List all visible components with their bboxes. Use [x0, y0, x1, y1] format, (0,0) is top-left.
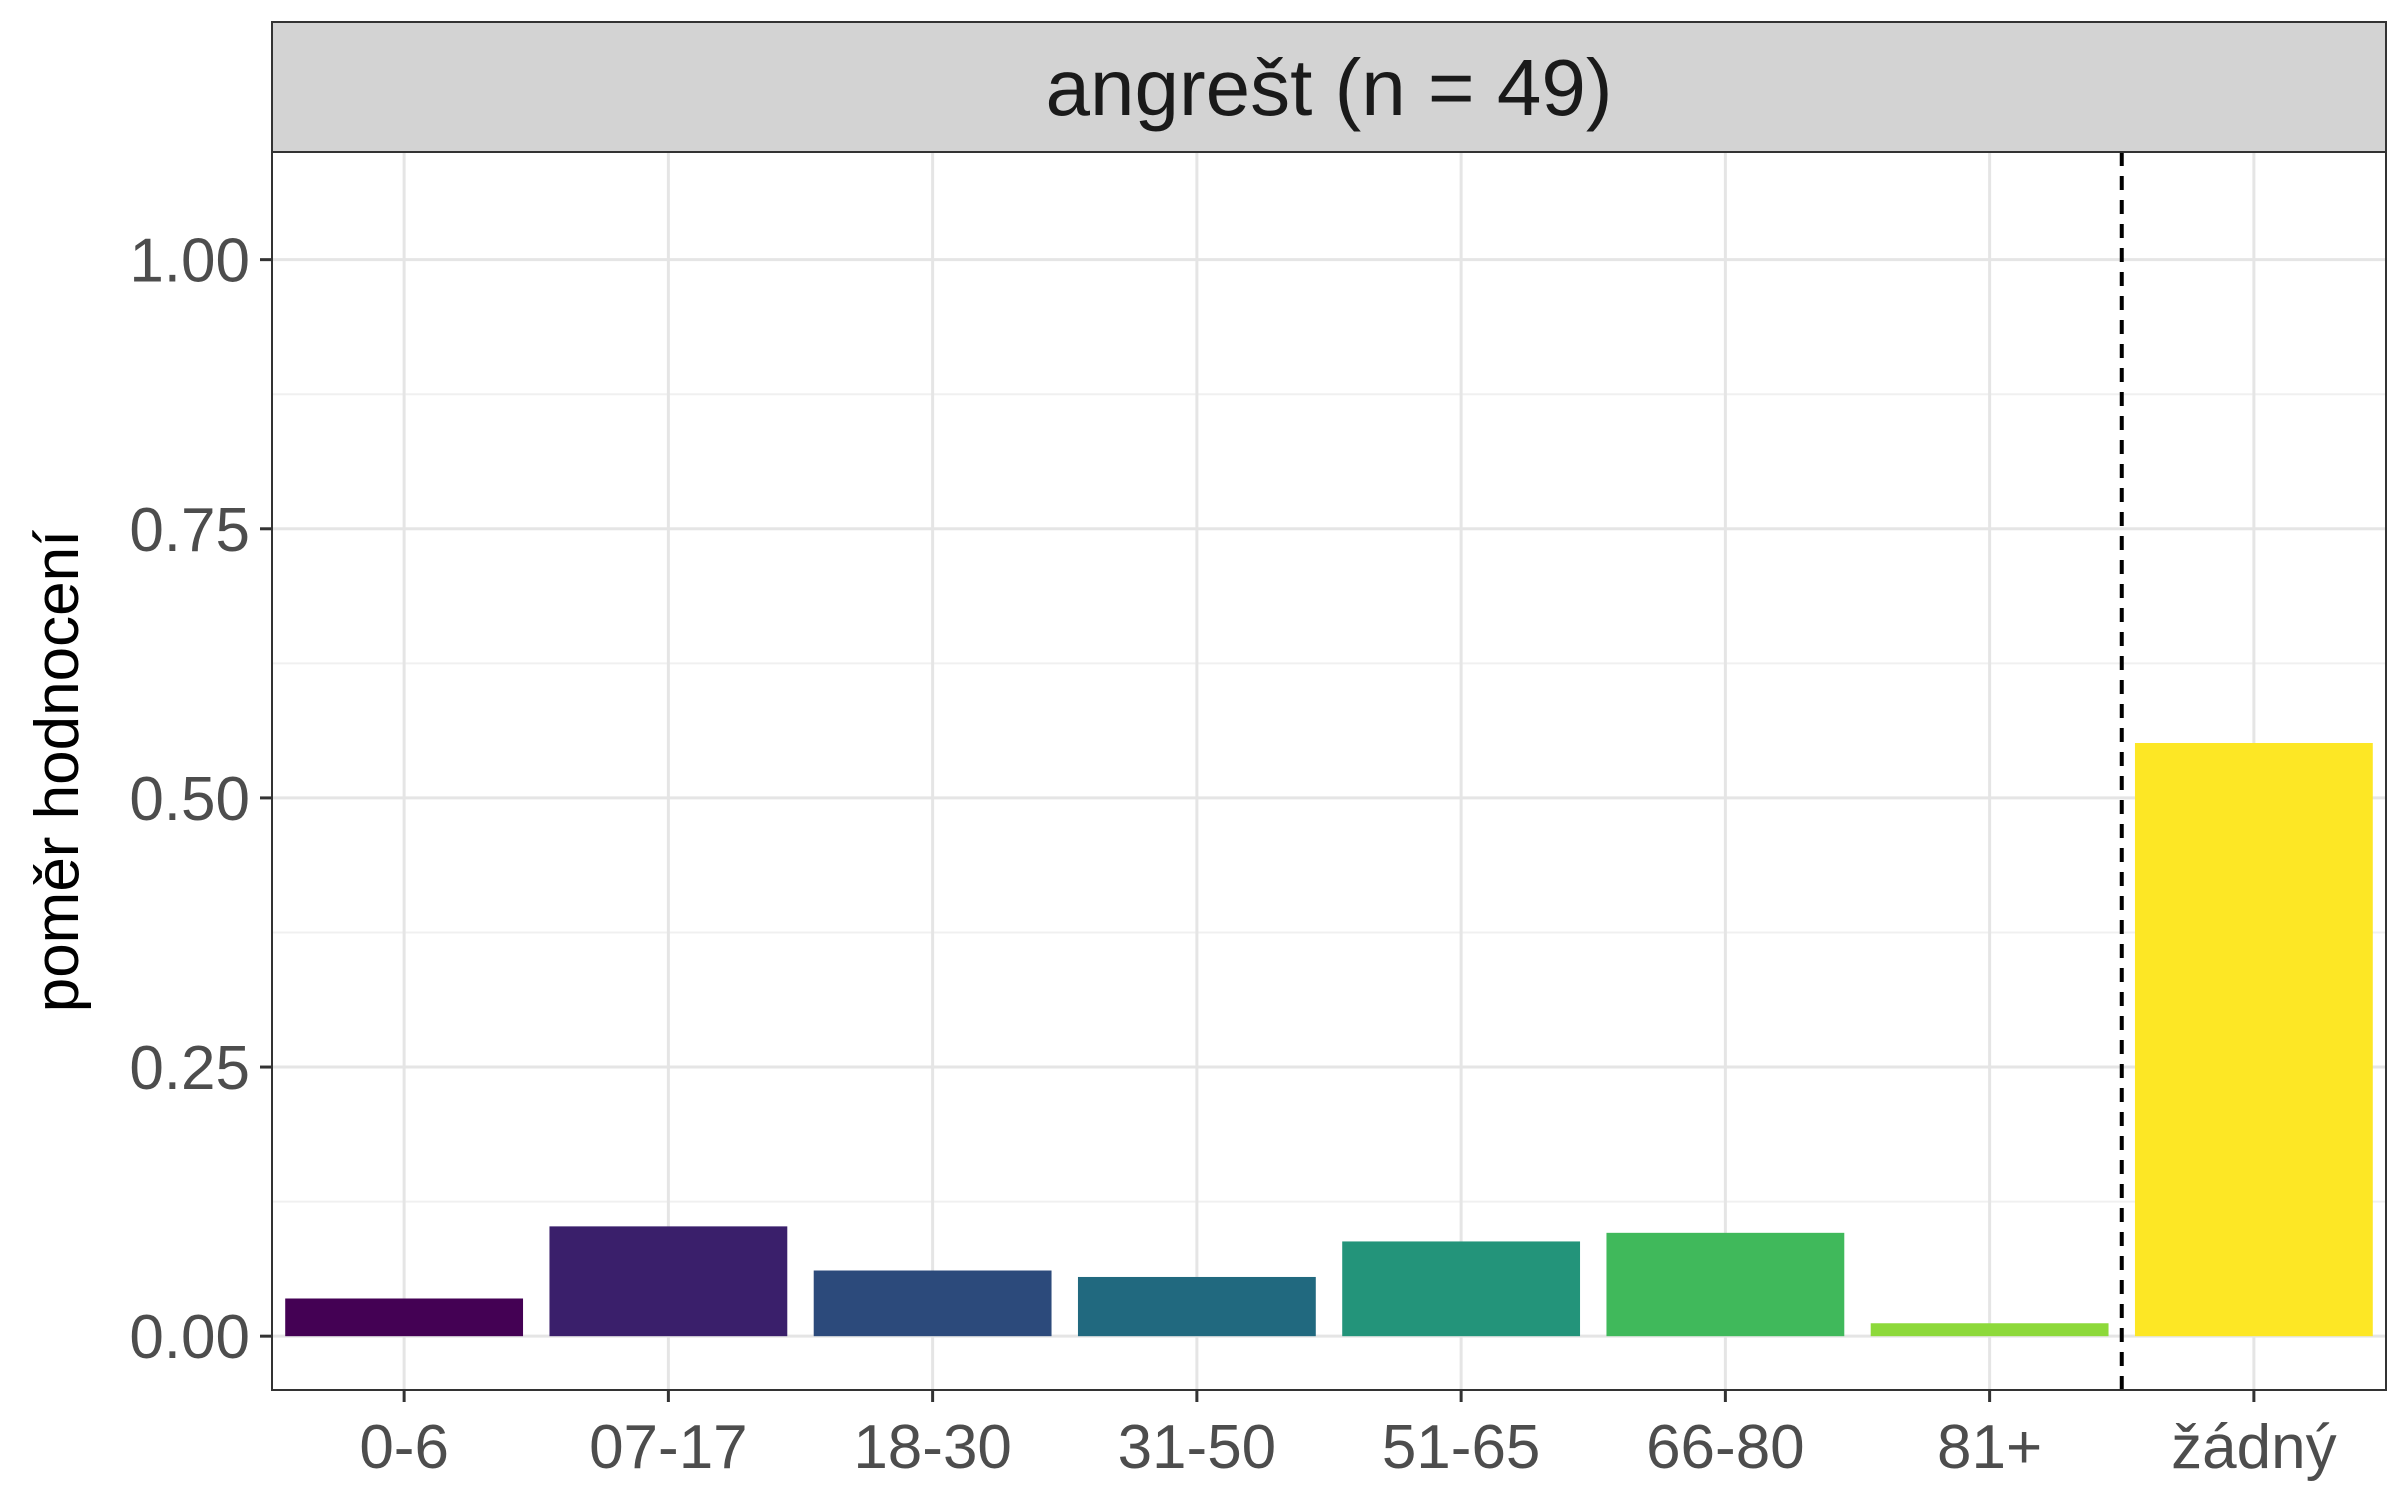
bars: [285, 743, 2373, 1337]
x-axis: 0-6 07-17 18-30 31-50 51-65 66-80 81+ žádný: [359, 1390, 2337, 1482]
x-tick-label: 31-50: [1118, 1413, 1277, 1482]
x-tick-label: 81+: [1937, 1413, 2042, 1482]
bar-31-50: [1077, 1276, 1316, 1337]
x-tick-label: žádný: [2171, 1413, 2336, 1482]
y-tick-label: 0.50: [129, 765, 250, 834]
bar-žádný: [2134, 743, 2373, 1337]
bar-18-30: [813, 1270, 1052, 1337]
y-axis-label: poměr hodnocení: [23, 530, 92, 1013]
facet-strip: angrešt (n = 49): [271, 21, 2387, 153]
bar-07-17: [549, 1226, 788, 1337]
x-tick-label: 07-17: [589, 1413, 748, 1482]
facet-title: angrešt (n = 49): [1046, 43, 1613, 132]
x-tick-label: 18-30: [853, 1413, 1012, 1482]
bar-81+: [1870, 1323, 2109, 1337]
bar-66-80: [1606, 1232, 1845, 1337]
bar-51-65: [1342, 1241, 1581, 1337]
x-tick-label: 0-6: [359, 1413, 449, 1482]
y-axis: 0.00 0.25 0.50 0.75 1.00: [129, 227, 272, 1372]
y-tick-label: 1.00: [129, 227, 250, 296]
y-tick-label: 0.25: [129, 1034, 250, 1103]
facet-strip-background: [271, 21, 2387, 153]
x-tick-label: 51-65: [1382, 1413, 1541, 1482]
y-tick-label: 0.00: [129, 1303, 250, 1372]
x-tick-label: 66-80: [1646, 1413, 1805, 1482]
y-tick-label: 0.75: [129, 496, 250, 565]
grid-lines: [272, 152, 2386, 1390]
bar-0-6: [285, 1298, 524, 1337]
